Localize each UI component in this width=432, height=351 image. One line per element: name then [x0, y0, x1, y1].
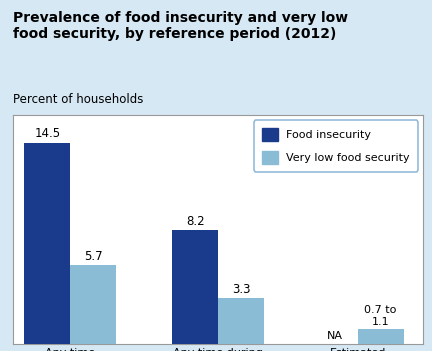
Text: NA: NA	[327, 331, 343, 340]
Text: 8.2: 8.2	[186, 215, 204, 228]
Text: Percent of households: Percent of households	[13, 93, 143, 106]
Bar	[70, 265, 116, 344]
Bar	[25, 143, 70, 344]
Text: 5.7: 5.7	[84, 250, 103, 263]
Bar	[358, 329, 403, 344]
Text: Prevalence of food insecurity and very low
food security, by reference period (2: Prevalence of food insecurity and very l…	[13, 11, 348, 41]
Text: 3.3: 3.3	[232, 283, 251, 296]
Bar	[172, 230, 218, 344]
Text: 14.5: 14.5	[35, 127, 60, 140]
Legend: Food insecurity, Very low food security: Food insecurity, Very low food security	[254, 120, 418, 172]
Bar	[218, 298, 264, 344]
Text: 0.7 to
1.1: 0.7 to 1.1	[365, 305, 397, 327]
